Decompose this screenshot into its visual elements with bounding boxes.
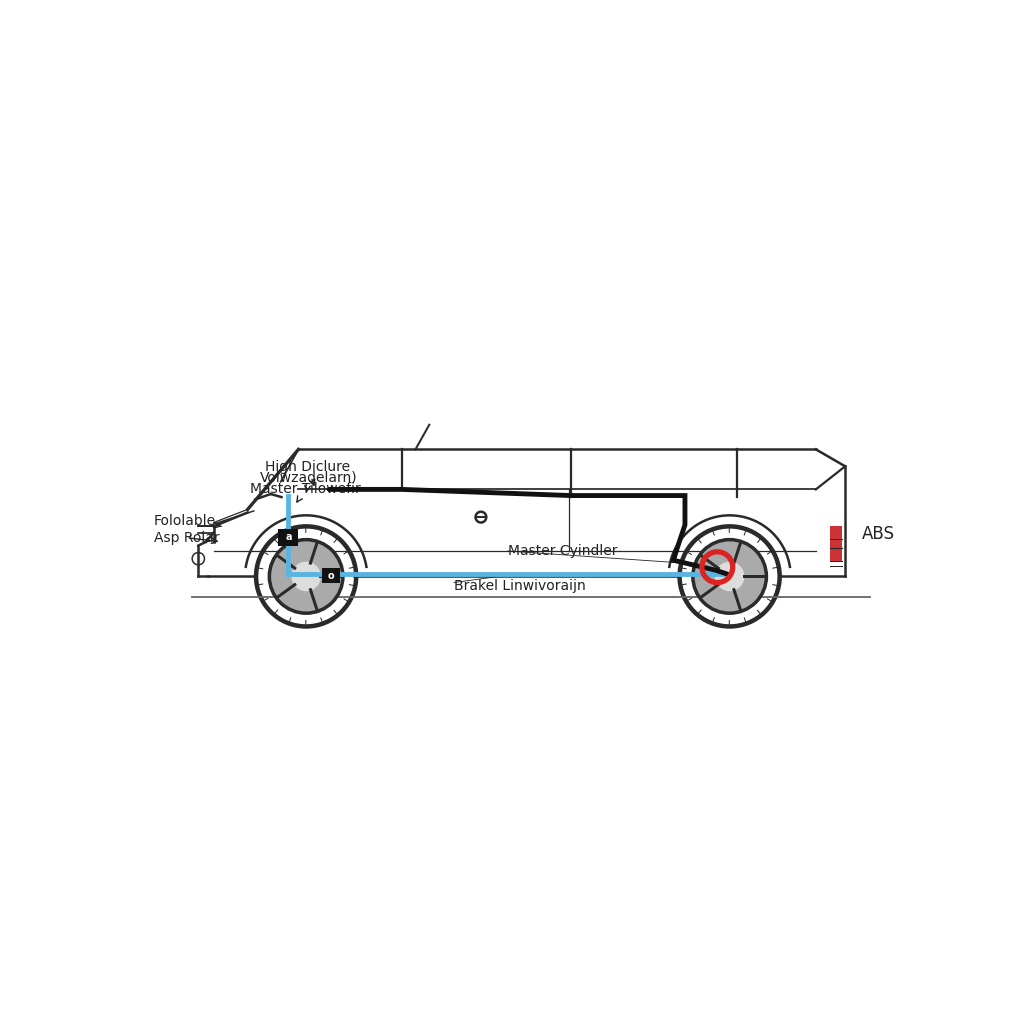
Text: Fololable: Fololable	[154, 514, 221, 528]
Circle shape	[692, 539, 767, 614]
Text: Master Tilowefir: Master Tilowefir	[250, 482, 360, 502]
Circle shape	[268, 539, 344, 614]
FancyBboxPatch shape	[279, 528, 298, 546]
Text: o: o	[328, 570, 334, 581]
Text: ABS: ABS	[862, 525, 895, 543]
Text: Brakel Linwivoraijn: Brakel Linwivoraijn	[454, 580, 586, 594]
Circle shape	[292, 562, 321, 591]
Text: High Diclure: High Diclure	[265, 460, 350, 485]
FancyBboxPatch shape	[829, 526, 842, 561]
Text: Master Cyindler: Master Cyindler	[508, 544, 617, 558]
FancyBboxPatch shape	[322, 568, 340, 584]
Text: Volwzadelarn): Volwzadelarn)	[260, 471, 357, 492]
Text: Asp Rolar: Asp Rolar	[154, 530, 219, 545]
Text: a: a	[285, 532, 292, 542]
Circle shape	[716, 562, 743, 591]
